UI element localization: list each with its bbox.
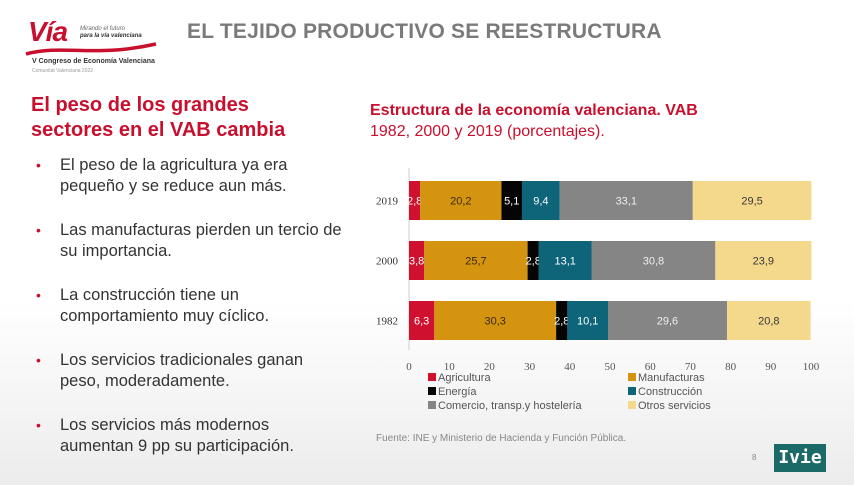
logo-tagline-1: Mirando el futuro [80,26,126,32]
data-label: 9,4 [533,196,548,208]
logo-swoosh-icon [25,42,157,56]
bullet-text: El peso de la agricultura ya era pequeño… [60,156,288,195]
data-label: 30,8 [643,256,664,268]
x-tick-label: 70 [685,361,697,373]
x-tick-label: 40 [564,361,576,373]
bar-segment-comercio-transp-y-hosteler-a [607,301,727,340]
bullet-item: • La construcción tiene un comportamiento… [32,285,342,327]
x-tick-label: 10 [444,361,456,373]
page-number: 8 [752,453,757,462]
logo-tagline-2: para la vía valenciana [80,33,142,39]
legend-label: Comercio, transp.y hostelería [438,400,583,412]
x-tick-label: 30 [524,361,536,373]
chart-title: Estructura de la economía valenciana. VA… [370,102,698,119]
legend-label: Manufacturas [638,372,705,384]
left-heading: El peso de los grandes sectores en el VA… [31,94,286,141]
data-label: 20,2 [450,196,471,208]
bar-segment-manufacturas [434,301,557,340]
bullet-text: Las manufacturas pierden un tercio de su… [60,221,342,260]
bar-segment-construcci-n [567,301,608,340]
data-label: 33,1 [616,196,637,208]
bar-segment-energ-a [556,301,568,340]
category-label: 2000 [376,256,399,268]
bullet-item: • El peso de la agricultura ya era pequeñ… [32,155,342,197]
data-label: 23,9 [753,256,774,268]
category-label: 1982 [376,316,398,328]
bullet-icon: • [36,287,41,303]
data-label: 6,3 [414,316,429,328]
data-label: 2,8 [554,316,569,328]
data-label: 25,7 [465,256,486,268]
slide-title: EL TEJIDO PRODUCTIVO SE REESTRUCTURA [187,20,662,43]
x-tick-label: 0 [406,361,412,373]
bar-segment-agricultura [409,241,425,280]
legend-label: Construcción [638,386,702,398]
legend-swatch-icon [428,401,436,409]
bar-segment-construcci-n [521,181,560,220]
bar-segment-manufacturas [424,241,528,280]
bullet-item: • Las manufacturas pierden un tercio de s… [32,220,342,262]
bullet-icon: • [36,417,41,433]
legend-label: Energía [438,386,477,398]
bar-segment-agricultura [409,301,435,340]
x-tick-label: 20 [484,361,496,373]
bar-segment-otros-servicios [692,181,812,220]
data-label: 13,1 [554,256,575,268]
data-label: 2,8 [407,196,422,208]
legend-swatch-icon [428,373,436,381]
bar-segment-otros-servicios [726,301,811,340]
via-logo: Vía Mirando el futuro para la vía valenc… [24,14,164,74]
bullet-text: La construcción tiene un comportamiento … [60,286,270,325]
logo-brand: Vía [28,16,68,47]
bar-segment-construcci-n [538,241,592,280]
legend-swatch-icon [628,387,636,395]
x-tick-label: 50 [605,361,617,373]
chart-subtitle: 1982, 2000 y 2019 (porcentajes). [370,123,605,140]
legend-label: Agricultura [438,372,491,384]
bullet-item: • Los servicios tradicionales ganan peso,… [32,350,342,392]
ivie-logo: Ivie [774,444,826,472]
x-tick-label: 90 [765,361,777,373]
x-tick-label: 60 [645,361,657,373]
bar-segment-comercio-transp-y-hosteler-a [591,241,716,280]
logo-subtitle: Comunitat Valenciana 2022 [32,68,94,74]
bullet-item: • Los servicios más modernos aumentan 9 p… [32,415,342,457]
data-label: 10,1 [577,316,598,328]
bullet-icon: • [36,222,41,238]
data-label: 29,5 [741,196,762,208]
bar-segment-agricultura [409,181,421,220]
data-label: 2,8 [526,256,541,268]
data-label: 5,1 [504,196,519,208]
x-tick-label: 80 [725,361,737,373]
bullet-icon: • [36,157,41,173]
logo-tagline: Mirando el futuro para la vía valenciana [80,26,142,40]
category-label: 2019 [376,196,399,208]
logo-congress: V Congreso de Economía Valenciana [32,58,155,65]
data-label: 29,6 [657,316,678,328]
x-tick-label: 100 [803,361,820,373]
source-note: Fuente: INE y Ministerio de Hacienda y F… [376,433,627,444]
bar-segment-manufacturas [420,181,502,220]
data-label: 3,8 [409,256,424,268]
bullet-list: • El peso de la agricultura ya era pequeñ… [32,155,342,480]
legend-label: Otros servicios [638,400,711,412]
legend-swatch-icon [428,387,436,395]
legend-swatch-icon [628,401,636,409]
bar-segment-otros-servicios [715,241,812,280]
bar-segment-energ-a [527,241,539,280]
legend-swatch-icon [628,373,636,381]
bullet-icon: • [36,352,41,368]
bar-segment-comercio-transp-y-hosteler-a [559,181,693,220]
bullet-text: Los servicios más modernos aumentan 9 pp… [60,416,294,455]
bar-segment-energ-a [501,181,522,220]
bullet-text: Los servicios tradicionales ganan peso, … [60,351,304,390]
data-label: 30,3 [485,316,506,328]
data-label: 20,8 [758,316,779,328]
